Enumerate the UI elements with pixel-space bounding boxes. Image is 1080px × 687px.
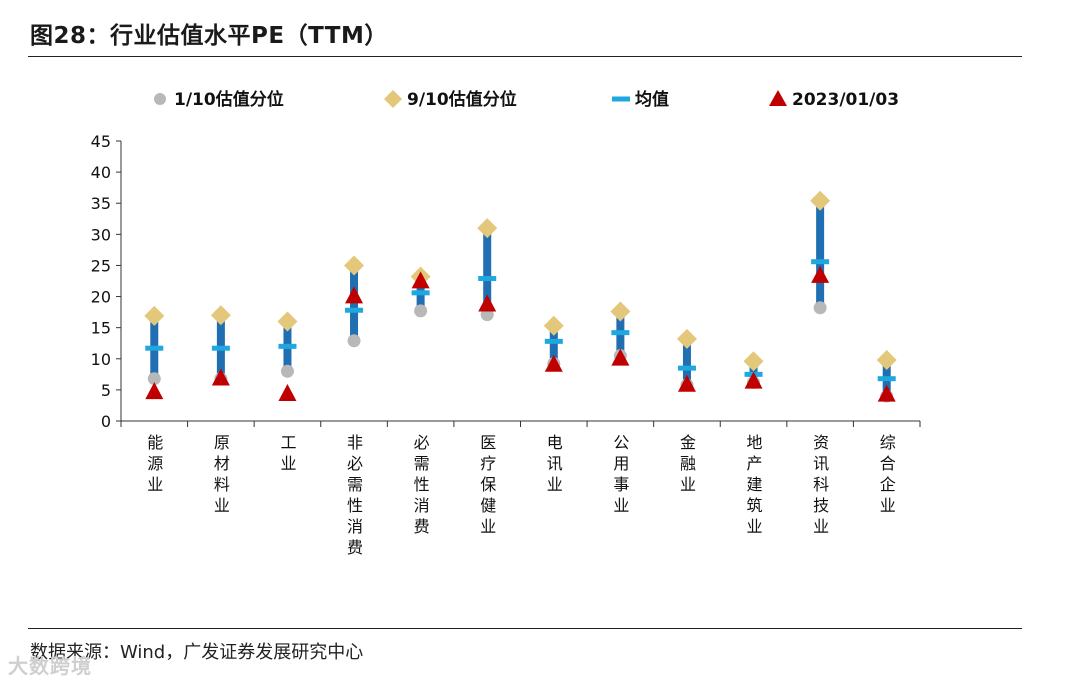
current-pe-point bbox=[345, 286, 364, 304]
current-pe-point bbox=[611, 348, 630, 366]
p10-point bbox=[414, 304, 428, 318]
watermark: 大数跨境 bbox=[8, 654, 92, 678]
current-pe-point bbox=[211, 368, 230, 386]
legend-label: 2023/01/03 bbox=[792, 90, 899, 110]
p90-point bbox=[676, 328, 697, 349]
mean-mark bbox=[211, 345, 230, 351]
p10-point bbox=[147, 372, 161, 386]
category-label: 必需性消费 bbox=[414, 433, 430, 536]
current-pe-point bbox=[811, 265, 830, 283]
y-axis: 0 5 10 15 20 25 30 35 40 45 bbox=[91, 132, 122, 431]
legend-item: 9/10估值分位 bbox=[384, 89, 517, 110]
p90-point bbox=[210, 305, 231, 326]
range-bar bbox=[483, 228, 492, 315]
mean-mark bbox=[677, 365, 696, 371]
p90-point bbox=[543, 315, 564, 336]
p90-point bbox=[144, 305, 165, 326]
p10-point bbox=[347, 334, 361, 348]
category-label: 综合企业 bbox=[880, 433, 896, 515]
y-tick-label: 0 bbox=[101, 412, 111, 431]
mean-mark bbox=[345, 307, 364, 313]
y-tick-label: 20 bbox=[91, 288, 111, 307]
data-marks bbox=[144, 190, 897, 403]
current-pe-point bbox=[877, 384, 896, 402]
mean-mark bbox=[278, 343, 297, 349]
p90-point bbox=[610, 301, 631, 322]
category-label: 非必需性消费 bbox=[347, 433, 363, 557]
category-label: 公用事业 bbox=[613, 433, 629, 515]
legend-diamond-icon bbox=[384, 90, 402, 108]
category-label: 地产建筑业 bbox=[747, 433, 763, 536]
category-label: 医疗保健业 bbox=[480, 433, 496, 536]
current-pe-point bbox=[544, 354, 563, 372]
mean-mark bbox=[411, 290, 430, 296]
y-tick-label: 45 bbox=[91, 132, 111, 151]
mean-mark bbox=[811, 259, 830, 265]
current-pe-point bbox=[744, 371, 763, 389]
p90-point bbox=[344, 255, 365, 276]
legend-circle-icon bbox=[154, 93, 166, 105]
source-divider bbox=[28, 628, 1022, 629]
y-tick-label: 10 bbox=[91, 350, 111, 369]
x-axis: 能源业 原材料业 工业 非必需性消费 必需性消费 医疗保健业 电讯业 公用事业 金融业 地产建筑业… bbox=[120, 420, 921, 557]
mean-mark bbox=[145, 345, 164, 351]
p90-point bbox=[810, 190, 831, 211]
p90-point bbox=[277, 311, 298, 332]
category-label: 原材料业 bbox=[214, 433, 230, 515]
chart: 1/10估值分位 9/10估值分位 均值 2023/01/03 0 5 10 15 20 25 3… bbox=[91, 89, 921, 557]
current-pe-point bbox=[145, 382, 164, 400]
legend-label: 9/10估值分位 bbox=[407, 89, 517, 110]
legend-triangle-icon bbox=[769, 90, 787, 106]
legend-label: 均值 bbox=[635, 89, 669, 110]
y-tick-label: 40 bbox=[91, 163, 111, 182]
category-label: 金融业 bbox=[680, 433, 696, 494]
p90-point bbox=[477, 218, 498, 239]
current-pe-point bbox=[411, 271, 430, 289]
legend-dash-icon bbox=[612, 96, 630, 102]
current-pe-point bbox=[278, 384, 297, 402]
legend-item: 均值 bbox=[612, 89, 669, 110]
legend: 1/10估值分位 9/10估值分位 均值 2023/01/03 bbox=[154, 89, 899, 110]
legend-label: 1/10估值分位 bbox=[174, 89, 284, 110]
range-bar bbox=[816, 200, 825, 308]
title-divider bbox=[28, 56, 1022, 57]
y-tick-label: 5 bbox=[101, 381, 111, 400]
page-title: 图28：行业估值水平PE（TTM） bbox=[30, 23, 388, 49]
y-tick-label: 30 bbox=[91, 225, 111, 244]
y-tick-label: 15 bbox=[91, 319, 111, 338]
y-tick-label: 35 bbox=[91, 194, 111, 213]
p10-point bbox=[813, 301, 827, 315]
source-note: 数据来源：Wind，广发证券发展研究中心 bbox=[30, 642, 364, 663]
range-bar bbox=[549, 325, 558, 364]
mean-mark bbox=[478, 276, 497, 282]
mean-mark bbox=[544, 338, 563, 344]
range-bars bbox=[150, 200, 891, 397]
mean-mark bbox=[877, 376, 896, 382]
p90-point bbox=[876, 350, 897, 371]
category-label: 电讯业 bbox=[547, 433, 563, 494]
current-pe-point bbox=[478, 294, 497, 312]
range-bar bbox=[682, 338, 691, 385]
category-label: 能源业 bbox=[147, 433, 163, 494]
p10-point bbox=[280, 364, 294, 378]
category-label: 工业 bbox=[280, 433, 296, 473]
legend-item: 2023/01/03 bbox=[769, 90, 899, 110]
legend-item: 1/10估值分位 bbox=[154, 89, 284, 110]
mean-mark bbox=[611, 330, 630, 336]
y-tick-label: 25 bbox=[91, 256, 111, 275]
current-pe-point bbox=[677, 374, 696, 392]
p90-point bbox=[743, 351, 764, 372]
category-label: 资讯科技业 bbox=[813, 433, 829, 536]
